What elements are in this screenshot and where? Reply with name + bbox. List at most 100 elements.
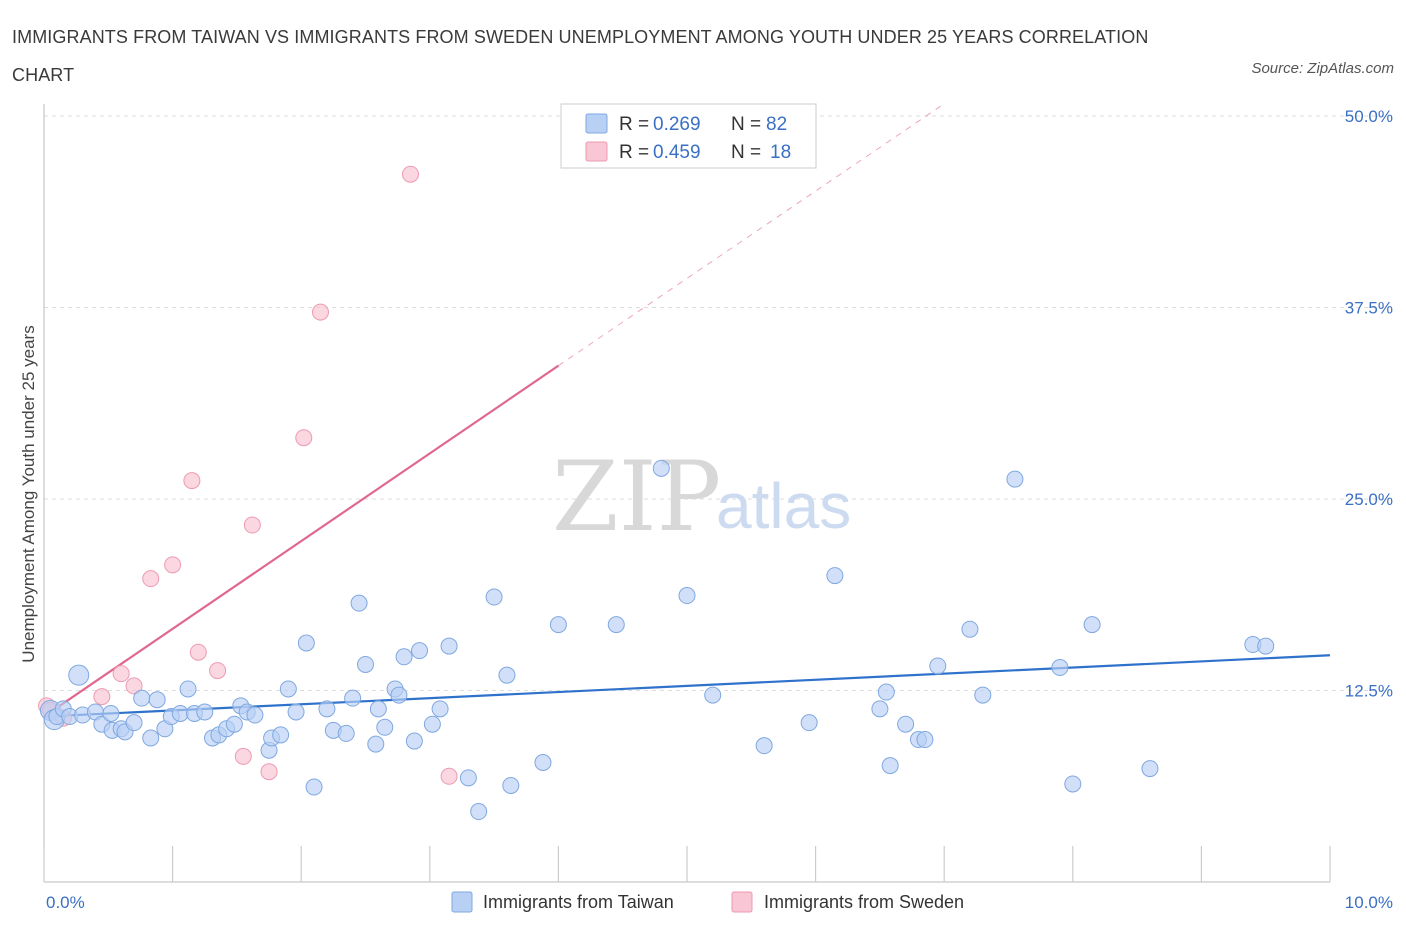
sweden-trend-line [43, 364, 560, 718]
watermark-zip: ZIP [552, 441, 721, 553]
x-tick-label-max: 10.0% [1345, 893, 1393, 912]
taiwan-point [502, 776, 520, 794]
legend-n-label-taiwan: N = [731, 114, 761, 135]
chart-title: IMMIGRANTS FROM TAIWAN VS IMMIGRANTS FRO… [12, 27, 1149, 85]
taiwan-point [405, 732, 423, 750]
taiwan-point [305, 778, 323, 796]
taiwan-point [1006, 470, 1024, 488]
sweden-point [164, 556, 182, 574]
taiwan-point [881, 757, 899, 775]
taiwan-point [498, 666, 516, 684]
sweden-point [440, 767, 458, 785]
taiwan-point [148, 691, 166, 709]
taiwan-point [337, 724, 355, 742]
legend-r-value-taiwan: 0.269 [653, 114, 701, 135]
taiwan-point [376, 718, 394, 736]
taiwan-point [246, 706, 264, 724]
bottom-legend-label-sweden: Immigrants from Sweden [764, 892, 964, 912]
taiwan-point [344, 689, 362, 707]
sweden-point [112, 665, 130, 683]
x-tick-label-min: 0.0% [46, 893, 85, 912]
taiwan-point [459, 769, 477, 787]
taiwan-point [102, 704, 120, 722]
taiwan-point [485, 588, 503, 606]
taiwan-point [755, 737, 773, 755]
taiwan-point [142, 729, 160, 747]
taiwan-point [929, 657, 947, 675]
sweden-point [189, 643, 207, 661]
taiwan-trend-line [43, 654, 1331, 718]
taiwan-point [171, 704, 189, 722]
legend-n-value-taiwan: 82 [766, 114, 787, 135]
taiwan-point [826, 567, 844, 585]
legend-r-label-taiwan: R = [619, 114, 649, 135]
sweden-point [93, 688, 111, 706]
taiwan-point [534, 754, 552, 772]
y-tick-label-1: 25.0% [1345, 490, 1393, 509]
taiwan-point [431, 700, 449, 718]
sweden-point [402, 165, 420, 183]
taiwan-point [68, 664, 90, 686]
taiwan-point [411, 642, 429, 660]
taiwan-point [1083, 616, 1101, 634]
taiwan-point [196, 703, 214, 721]
taiwan-point [318, 700, 336, 718]
taiwan-point [897, 715, 915, 733]
y-tick-label-2: 37.5% [1345, 299, 1393, 318]
taiwan-point [678, 587, 696, 605]
taiwan-point [357, 655, 374, 673]
axes: 12.5% 25.0% 37.5% 50.0% 0.0% 10.0% [43, 104, 1393, 912]
taiwan-point [961, 620, 979, 638]
taiwan-point [390, 686, 408, 704]
sweden-point [311, 303, 329, 321]
taiwan-point [287, 703, 305, 721]
taiwan-point [800, 714, 818, 732]
taiwan-point [297, 634, 315, 652]
legend-n-label-sweden: N = [731, 142, 761, 163]
taiwan-point [470, 803, 488, 821]
taiwan-point [1064, 775, 1082, 793]
taiwan-point [871, 700, 889, 718]
y-tick-label-3: 50.0% [1345, 107, 1393, 126]
sweden-point [209, 662, 227, 680]
taiwan-point [279, 680, 297, 698]
taiwan-point [225, 715, 243, 733]
legend-n-value-sweden: 18 [770, 142, 791, 163]
taiwan-point [423, 715, 441, 733]
bottom-legend-swatch-sweden [731, 891, 753, 913]
taiwan-point [125, 714, 143, 732]
source-note: Source: ZipAtlas.com [1251, 60, 1394, 77]
legend-swatch-sweden [585, 141, 608, 162]
sweden-point [260, 763, 278, 781]
taiwan-point [395, 648, 413, 666]
taiwan-point [1051, 659, 1069, 677]
taiwan-point [133, 689, 151, 707]
sweden-trend-extension [558, 103, 945, 367]
sweden-point [125, 677, 143, 695]
taiwan-point [1257, 637, 1275, 655]
sweden-point [295, 429, 313, 447]
grid-lines [44, 115, 1390, 691]
taiwan-point [877, 683, 895, 701]
sweden-point [234, 747, 252, 765]
taiwan-point [1141, 760, 1159, 778]
taiwan-point [179, 680, 197, 698]
taiwan-point [440, 637, 458, 655]
bottom-legend-swatch-taiwan [451, 891, 473, 913]
taiwan-point [272, 726, 290, 744]
watermark-atlas: atlas [716, 470, 851, 542]
taiwan-point [369, 700, 387, 718]
sweden-point [243, 516, 261, 534]
taiwan-point [607, 616, 625, 634]
sweden-point [142, 570, 160, 588]
taiwan-point [549, 616, 567, 634]
taiwan-point [916, 731, 934, 749]
series-legend: Immigrants from Taiwan Immigrants from S… [451, 891, 964, 913]
stats-legend: R = 0.269 N = 82 R = 0.459 N = 18 [560, 103, 817, 169]
sweden-point [183, 472, 201, 490]
taiwan-point [367, 735, 385, 753]
y-tick-label-0: 12.5% [1345, 682, 1393, 701]
legend-r-value-sweden: 0.459 [653, 142, 701, 163]
taiwan-point [704, 686, 722, 704]
taiwan-points [39, 459, 1275, 821]
